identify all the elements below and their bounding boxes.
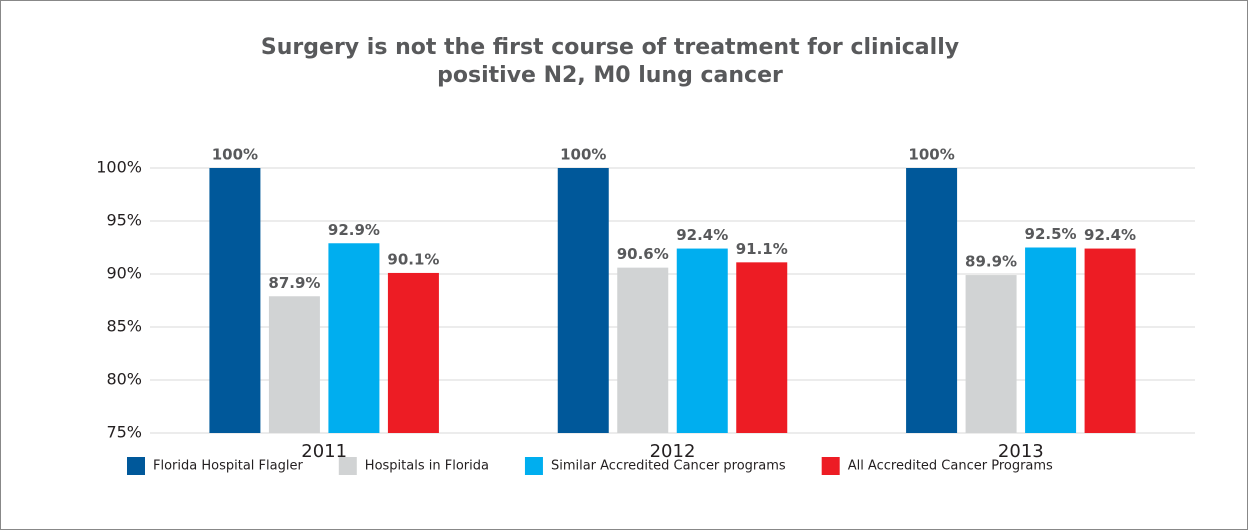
x-tick-label: 2013: [998, 441, 1044, 462]
y-tick-label: 100%: [96, 158, 142, 177]
legend-swatch: [821, 457, 840, 475]
bar: [1025, 247, 1077, 433]
bar: [617, 267, 669, 433]
data-label: 100%: [560, 146, 606, 164]
data-label: 90.6%: [617, 245, 669, 263]
x-tick-label: 2012: [650, 441, 696, 462]
bar: [328, 243, 380, 433]
bar: [906, 168, 958, 433]
legend-label: Hospitals in Florida: [365, 459, 489, 474]
bar: [557, 168, 609, 433]
bar: [736, 262, 788, 433]
legend-swatch: [524, 457, 543, 475]
data-label: 90.1%: [387, 250, 439, 268]
data-label: 92.4%: [1084, 226, 1136, 244]
y-tick-label: 85%: [106, 317, 142, 336]
bar: [965, 275, 1017, 433]
data-label: 92.5%: [1025, 225, 1077, 243]
chart-title: Surgery is not the first course of treat…: [261, 35, 959, 60]
legend-swatch: [338, 457, 357, 475]
data-label: 91.1%: [736, 240, 788, 258]
bar: [268, 296, 320, 433]
y-tick-label: 75%: [106, 423, 142, 442]
legend-label: All Accredited Cancer Programs: [848, 459, 1053, 474]
data-label: 87.9%: [268, 274, 320, 292]
bar: [387, 272, 439, 433]
legend-label: Similar Accredited Cancer programs: [551, 459, 786, 474]
data-label: 92.9%: [328, 221, 380, 239]
chart-title: positive N2, M0 lung cancer: [437, 63, 783, 88]
y-tick-label: 80%: [106, 370, 142, 389]
legend-swatch: [127, 457, 145, 475]
bar: [1084, 248, 1136, 433]
legend-label: Florida Hospital Flagler: [153, 459, 303, 474]
data-label: 92.4%: [676, 226, 728, 244]
y-tick-label: 95%: [106, 211, 142, 230]
bar: [676, 248, 728, 433]
data-label: 89.9%: [965, 253, 1017, 271]
bar: [209, 168, 261, 433]
data-label: 100%: [908, 146, 954, 164]
y-tick-label: 90%: [106, 264, 142, 283]
x-tick-label: 2011: [301, 441, 347, 462]
data-label: 100%: [212, 146, 258, 164]
